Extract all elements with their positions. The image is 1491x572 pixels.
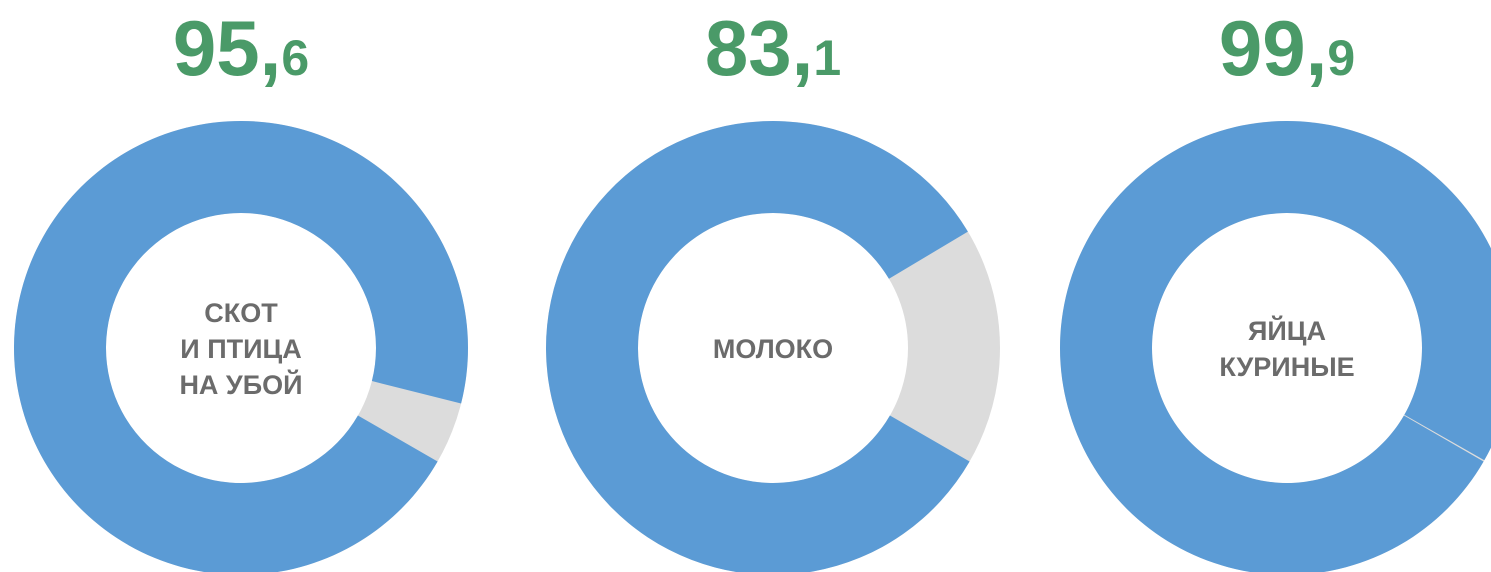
value-label: 95,6 — [173, 4, 309, 92]
donut-label: ЯЙЦА — [1248, 315, 1326, 346]
value-label: 83,1 — [705, 4, 841, 92]
donut-label: СКОТ — [204, 298, 278, 328]
donut-label: МОЛОКО — [713, 334, 833, 364]
value-label: 99,9 — [1219, 4, 1355, 92]
donut-segment — [14, 121, 468, 572]
donut-segment — [546, 121, 970, 572]
donut-segment — [1060, 120, 1491, 572]
donut-label: КУРИНЫЕ — [1219, 352, 1354, 382]
donut-label: НА УБОЙ — [179, 369, 302, 400]
donut-label: И ПТИЦА — [180, 334, 301, 364]
